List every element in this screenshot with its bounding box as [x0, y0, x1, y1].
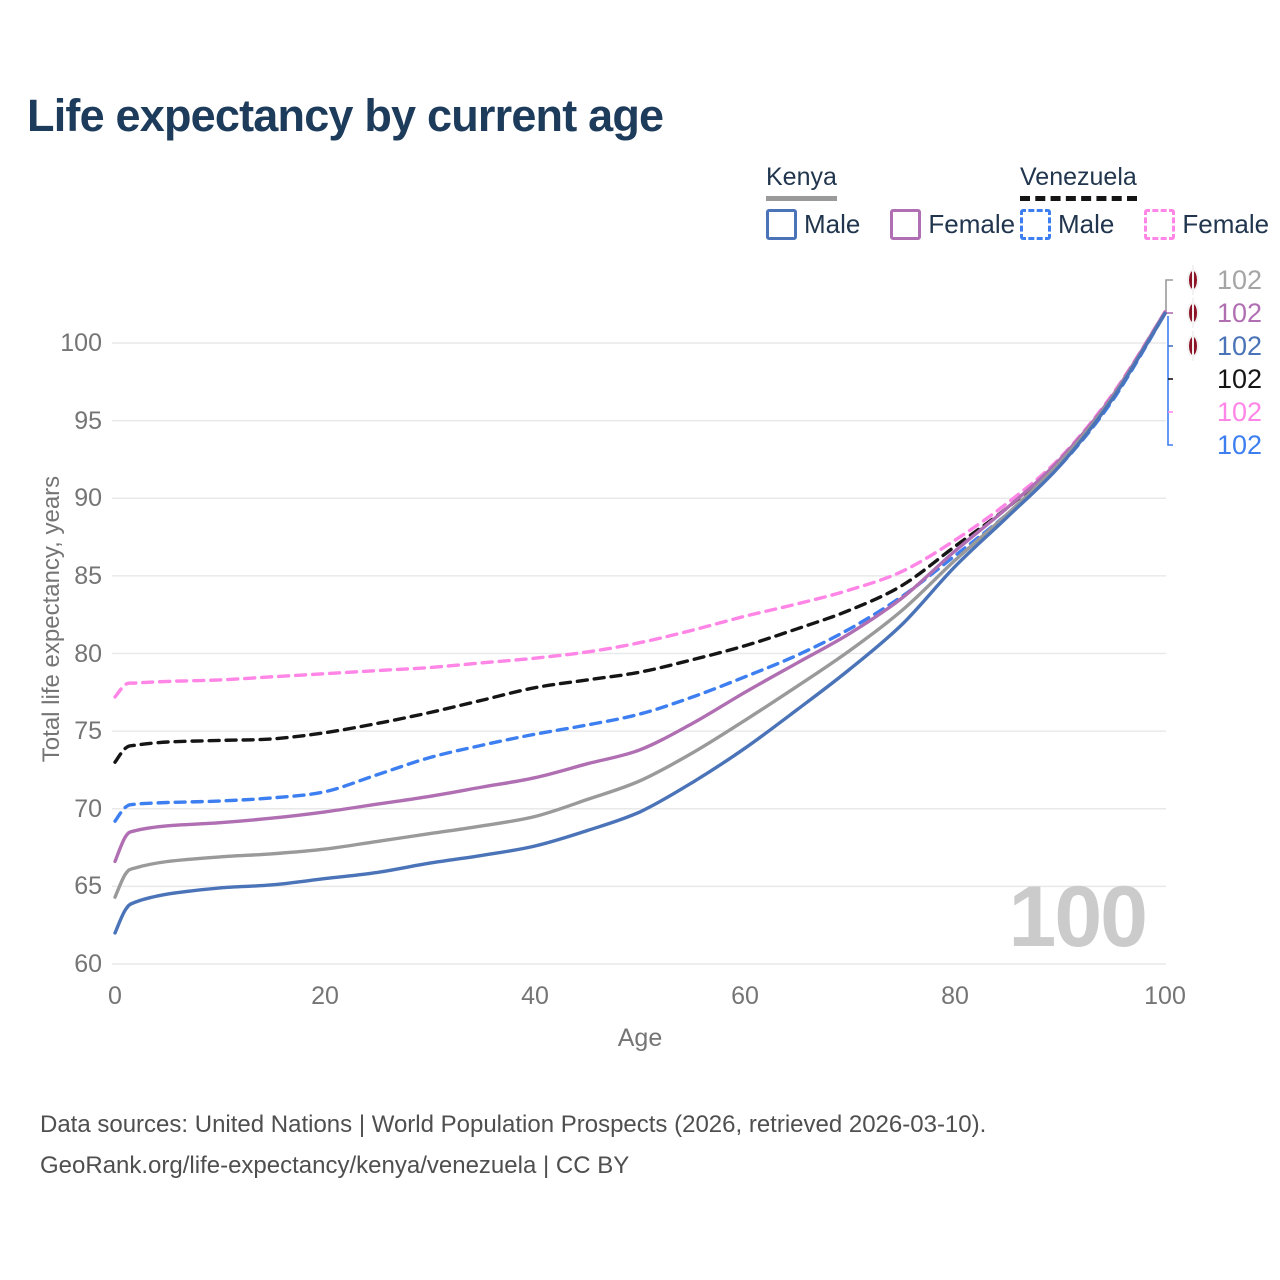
y-tick-60: 60	[74, 950, 102, 978]
venezuela-male-swatch-icon	[1020, 209, 1051, 240]
footer-data-sources: Data sources: United Nations | World Pop…	[40, 1111, 987, 1138]
series-line-kenya-male	[113, 311, 1167, 935]
x-tick-60: 60	[731, 982, 759, 1010]
y-tick-95: 95	[74, 406, 102, 435]
series-line-kenya-female	[113, 310, 1167, 864]
legend-label-venezuela-female: Female	[1182, 209, 1270, 239]
y-tick-70: 70	[74, 794, 102, 823]
footer-attribution: GeoRank.org/life-expectancy/kenya/venezu…	[40, 1152, 630, 1179]
legend-country-kenya[interactable]: Kenya	[766, 163, 837, 201]
venezuela-female-swatch-icon	[1144, 209, 1176, 240]
legend-group-kenya: Kenya Male Female	[766, 163, 1015, 240]
end-label-row-2[interactable]: 102	[1176, 329, 1262, 363]
kenya-flag-icon	[1176, 264, 1209, 297]
y-tick-65: 65	[74, 872, 102, 901]
y-axis-title: Total life expectancy, years	[38, 475, 65, 763]
end-value: 102	[1217, 298, 1263, 328]
venezuela-flag-icon	[1176, 428, 1209, 462]
legend-item-venezuela-male[interactable]: Male	[1020, 209, 1114, 240]
footer: Data sources: United Nations | World Pop…	[40, 1104, 986, 1186]
end-value: 102	[1217, 331, 1263, 361]
x-tick-0: 0	[108, 982, 122, 1010]
venezuela-flag-icon	[1176, 395, 1209, 429]
legend-country-venezuela[interactable]: Venezuela	[1020, 163, 1137, 201]
y-tick-90: 90	[74, 484, 102, 513]
kenya-flag-icon	[1176, 330, 1209, 363]
legend-label-kenya-female: Female	[928, 209, 1016, 239]
y-tick-85: 85	[74, 561, 102, 590]
x-tick-20: 20	[311, 982, 339, 1010]
end-value: 102	[1217, 364, 1263, 394]
legend-group-venezuela: Venezuela Male Female	[1020, 163, 1269, 240]
kenya-flag-icon	[1176, 297, 1209, 330]
age-counter-watermark: 100	[1008, 869, 1148, 965]
kenya-female-swatch-icon	[890, 209, 922, 240]
x-axis-title: Age	[617, 1024, 663, 1052]
end-label-row-5[interactable]: 102	[1176, 428, 1262, 462]
x-tick-40: 40	[521, 982, 549, 1010]
end-value: 102	[1217, 265, 1263, 295]
end-label-row-0[interactable]: 102	[1176, 263, 1262, 297]
y-tick-80: 80	[74, 639, 102, 668]
legend-label-venezuela-male: Male	[1058, 209, 1115, 239]
end-value: 102	[1217, 430, 1263, 460]
x-tick-100: 100	[1144, 982, 1186, 1010]
series-line-venezuela-both	[113, 311, 1167, 764]
venezuela-flag-icon	[1176, 362, 1209, 396]
end-label-row-4[interactable]: 102	[1176, 395, 1262, 429]
legend-item-kenya-male[interactable]: Male	[766, 209, 860, 240]
end-value: 102	[1217, 397, 1263, 427]
leader-line-0	[1165, 279, 1173, 311]
leader-line-2	[1167, 316, 1173, 446]
kenya-male-swatch-icon	[766, 209, 797, 240]
x-tick-80: 80	[941, 982, 969, 1010]
y-tick-75: 75	[74, 717, 102, 746]
legend-row-kenya: Male Female	[766, 209, 1015, 240]
series-line-kenya-both	[113, 311, 1167, 899]
y-tick-100: 100	[60, 329, 102, 357]
legend-item-kenya-female[interactable]: Female	[890, 209, 1015, 240]
legend-row-venezuela: Male Female	[1020, 209, 1269, 240]
end-label-row-3[interactable]: 102	[1176, 362, 1262, 396]
series-line-venezuela-male	[113, 311, 1167, 823]
series-line-venezuela-female	[113, 310, 1167, 699]
end-label-row-1[interactable]: 102	[1176, 296, 1262, 330]
legend-item-venezuela-female[interactable]: Female	[1144, 209, 1269, 240]
page-title: Life expectancy by current age	[27, 90, 664, 141]
legend-label-kenya-male: Male	[804, 209, 861, 239]
